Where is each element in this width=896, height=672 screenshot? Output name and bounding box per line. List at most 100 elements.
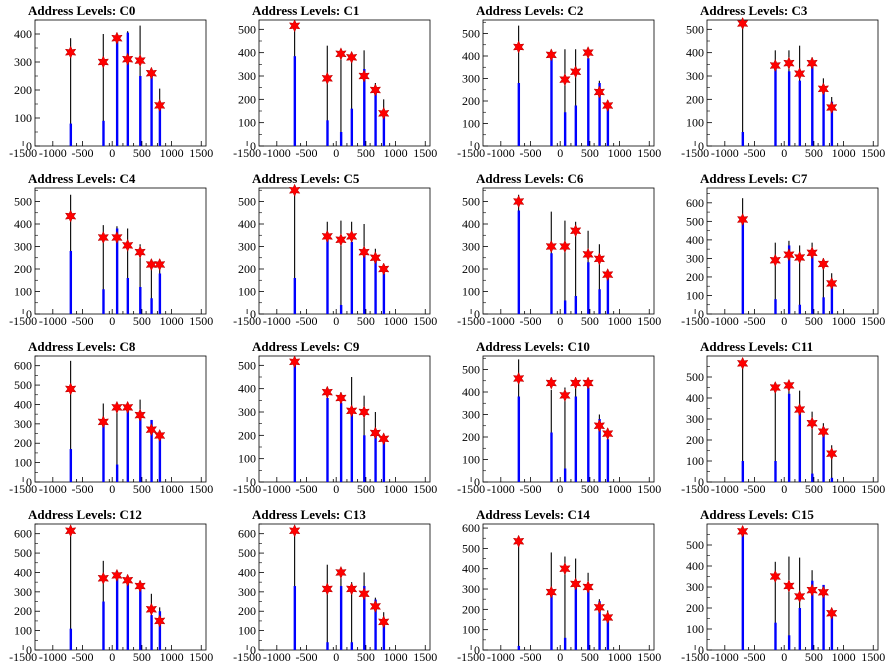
x-tick-label: -500	[296, 482, 318, 496]
fill-bar	[587, 58, 590, 146]
plot-frame	[706, 187, 879, 315]
y-tick-label: 300	[462, 408, 480, 422]
star-marker	[369, 599, 382, 613]
star-marker	[545, 376, 558, 390]
panel-title: Address Levels: C5	[252, 171, 360, 186]
fill-bar	[822, 297, 825, 314]
x-tick-label: -1000	[487, 314, 515, 328]
y-tick-label: 0	[250, 475, 256, 489]
y-tick-label: 100	[14, 285, 32, 299]
x-tick-label: 1000	[608, 482, 632, 496]
fill-bar	[550, 253, 553, 314]
y-tick-label: 200	[462, 602, 480, 616]
fill-bar	[574, 396, 578, 482]
fill-bar	[382, 273, 386, 314]
star-marker	[335, 47, 347, 61]
star-marker	[559, 562, 571, 576]
star-marker	[582, 247, 594, 262]
star-marker	[569, 65, 582, 79]
histogram-plot: 0 100 200 300 400 500 -1500 -1000 -500 0 500 1000 15…	[457, 187, 661, 328]
y-tick-label: 100	[238, 285, 256, 299]
fill-bar	[102, 423, 105, 482]
star-marker	[545, 48, 558, 62]
x-tick-label: -500	[72, 482, 94, 496]
x-tick-label: 1500	[413, 482, 437, 496]
star-marker	[145, 66, 158, 80]
fill-bar	[102, 601, 105, 650]
fill-bar	[774, 622, 777, 650]
y-tick-label: 300	[462, 72, 480, 86]
x-tick-label: -1000	[263, 146, 291, 160]
fill-bar	[606, 619, 610, 650]
star-marker	[345, 229, 358, 244]
y-tick-label: 400	[14, 217, 32, 231]
x-tick-label: -1000	[711, 482, 739, 496]
fill-bar	[115, 464, 119, 482]
fill-bar	[550, 58, 553, 146]
x-tick-label: -500	[520, 482, 542, 496]
fill-bar	[326, 120, 329, 146]
x-tick-label: -1000	[263, 650, 291, 664]
y-tick-label: 300	[238, 240, 256, 254]
y-tick-label: 500	[14, 195, 32, 209]
x-tick-label: 1500	[413, 650, 437, 664]
star-marker	[288, 355, 301, 369]
fill-bar	[382, 442, 386, 482]
plot-frame	[258, 355, 431, 483]
x-tick-label: -1500	[9, 146, 37, 160]
x-tick-label: -500	[744, 146, 766, 160]
y-tick-label: 300	[14, 417, 32, 431]
y-tick-label: 500	[238, 546, 256, 560]
star-marker	[569, 376, 582, 390]
x-tick-label: 500	[805, 314, 823, 328]
star-marker	[593, 600, 606, 614]
fill-bar	[550, 432, 553, 482]
y-tick-label: 200	[686, 270, 704, 284]
histogram-plot: 0 100 200 300 400 500 600 -1500 -1000 -500 0 500 100…	[457, 521, 661, 664]
fill-bar	[126, 278, 130, 314]
fill-bar	[598, 83, 601, 146]
star-marker	[345, 582, 358, 596]
fill-bar	[293, 363, 297, 482]
histogram-panel: 0 100 200 300 400 -1500 -1000 -500 0 500 1000 1500 A…	[0, 0, 224, 168]
y-tick-label: 500	[238, 358, 256, 372]
plot-frame	[34, 187, 207, 315]
x-tick-label: 1500	[189, 146, 213, 160]
y-tick-label: 100	[462, 285, 480, 299]
x-tick-label: 0	[333, 146, 339, 160]
x-tick-label: 1500	[861, 650, 885, 664]
fill-bar	[787, 635, 791, 650]
star-marker	[769, 58, 782, 73]
y-tick-label: 100	[462, 453, 480, 467]
star-marker	[111, 230, 123, 245]
star-marker	[817, 257, 830, 271]
y-tick-label: 200	[14, 436, 32, 450]
y-tick-label: 400	[462, 385, 480, 399]
x-tick-label: 1500	[413, 314, 437, 328]
x-tick-label: 500	[133, 650, 151, 664]
y-tick-label: 300	[238, 585, 256, 599]
star-marker	[358, 69, 370, 83]
star-marker	[593, 252, 606, 266]
fill-bar	[150, 615, 153, 650]
star-marker	[582, 46, 594, 60]
histogram-panel: 0 100 200 300 400 500 -1500 -1000 -500 0 500 1000 15…	[448, 168, 672, 336]
star-marker	[335, 233, 347, 247]
x-tick-label: 1000	[160, 146, 184, 160]
fill-bar	[150, 76, 153, 146]
histogram-panel: 0 100 200 300 400 500 -1500 -1000 -500 0 500 1000 15…	[224, 336, 448, 504]
y-tick-label: 0	[474, 475, 480, 489]
fill-bar	[517, 396, 521, 482]
star-marker	[545, 239, 558, 254]
x-tick-label: 1500	[861, 482, 885, 496]
fill-bar	[139, 76, 142, 146]
x-tick-label: -1000	[487, 146, 515, 160]
x-tick-label: 1500	[637, 146, 661, 160]
x-tick-label: 1000	[832, 650, 856, 664]
x-tick-label: 500	[581, 314, 599, 328]
star-marker	[817, 82, 830, 96]
plot-frame	[34, 355, 207, 483]
fill-bar	[339, 305, 343, 314]
star-marker	[769, 380, 782, 395]
fill-bar	[563, 637, 567, 650]
